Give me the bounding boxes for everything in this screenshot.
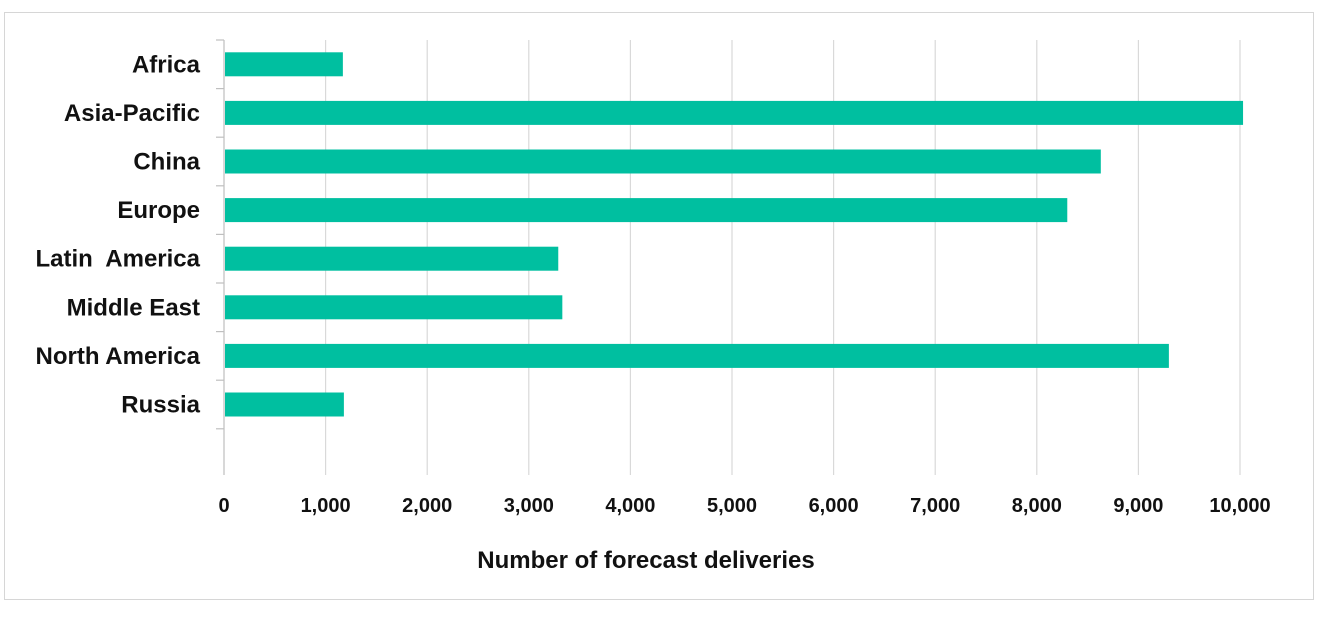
category-label: North America (36, 343, 201, 370)
bar (225, 52, 343, 77)
x-tick-label: 5,000 (707, 495, 757, 517)
bar (225, 295, 563, 320)
category-label: Europe (117, 197, 200, 224)
x-axis-title: Number of forecast deliveries (477, 547, 814, 574)
bar (225, 343, 1169, 368)
bar (225, 392, 344, 417)
category-label: Russia (121, 392, 200, 419)
x-tick-label: 6,000 (809, 495, 859, 517)
category-label: Middle East (67, 294, 200, 321)
bar (225, 246, 559, 271)
x-tick-label: 1,000 (301, 495, 351, 517)
x-tick-label: 10,000 (1209, 495, 1270, 517)
x-tick-label: 2,000 (402, 495, 452, 517)
x-tick-label: 0 (218, 495, 229, 517)
y-axis (216, 39, 225, 475)
bars (225, 52, 1244, 417)
category-label: Asia-Pacific (64, 100, 200, 127)
x-tick-labels: 0 1,000 2,000 3,000 4,000 5,000 6,000 7,000 8,00… (218, 495, 1270, 517)
category-labels: Africa Asia-Pacific China Europe Latin Ameri… (36, 51, 201, 418)
x-tick-label: 3,000 (504, 495, 554, 517)
bar (225, 198, 1068, 223)
x-tick-label: 9,000 (1113, 495, 1163, 517)
x-tick-label: 8,000 (1012, 495, 1062, 517)
x-tick-label: 7,000 (910, 495, 960, 517)
x-tick-label: 4,000 (605, 495, 655, 517)
bar (225, 149, 1101, 174)
category-label: Africa (132, 51, 201, 78)
category-label: Latin America (36, 246, 201, 273)
bar (225, 100, 1244, 125)
category-label: China (133, 149, 200, 176)
